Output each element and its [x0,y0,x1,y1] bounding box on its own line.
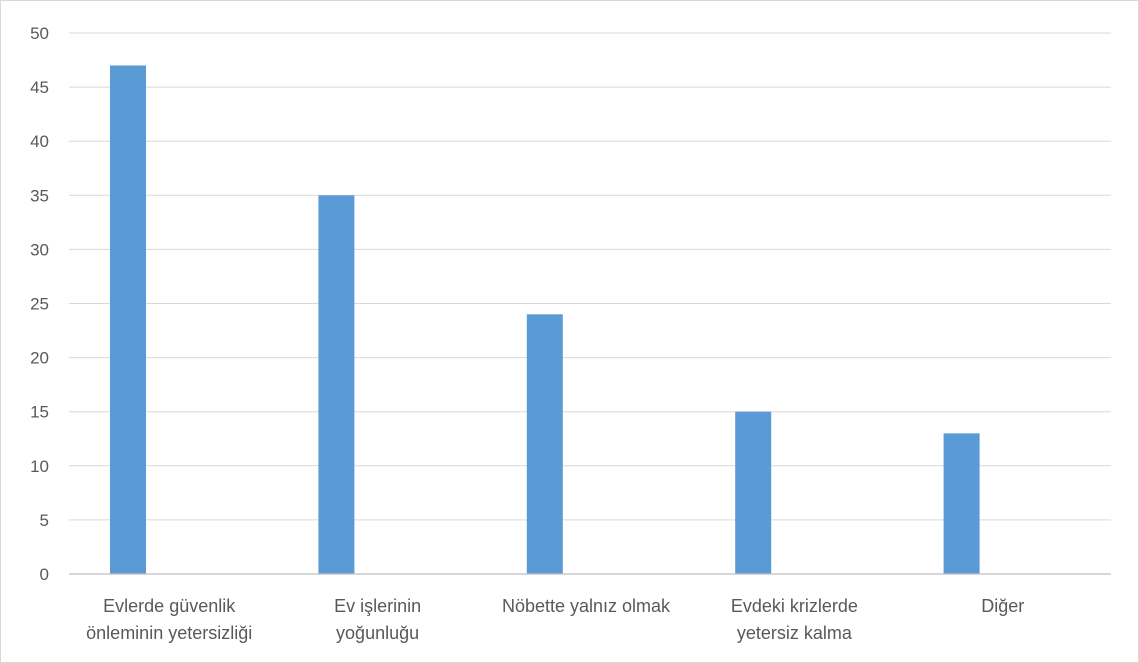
x-category-label: Evlerde güvenlik önleminin yetersizliği [86,596,252,643]
y-tick-label: 0 [40,565,49,584]
bars [110,65,980,575]
x-category-label: Ev işlerinin yoğunluğu [334,596,421,643]
bar [526,314,563,574]
y-tick-label: 25 [30,295,49,314]
bar [318,195,355,575]
bar [110,65,146,575]
y-tick-label: 15 [30,403,49,422]
y-tick-label: 20 [30,349,49,368]
y-tick-label: 10 [30,457,49,476]
bar [735,411,772,574]
y-tick-label: 40 [30,132,49,151]
y-tick-label: 45 [30,78,49,97]
x-category-label: Nöbette yalnız olmak [502,596,671,616]
bar [943,433,980,574]
x-category-label: Evdeki krizlerde yetersiz kalma [731,596,858,643]
y-tick-label: 5 [40,511,49,530]
y-tick-labels: 0 5 10 15 20 25 30 35 40 45 50 [30,24,49,584]
x-category-label: Diğer [981,596,1024,616]
y-tick-label: 35 [30,186,49,205]
y-tick-label: 50 [30,24,49,43]
gridlines [69,32,1111,521]
y-tick-label: 30 [30,240,49,259]
x-category-labels: Evlerde güvenlik önleminin yetersizliği Ev… [86,596,1024,643]
